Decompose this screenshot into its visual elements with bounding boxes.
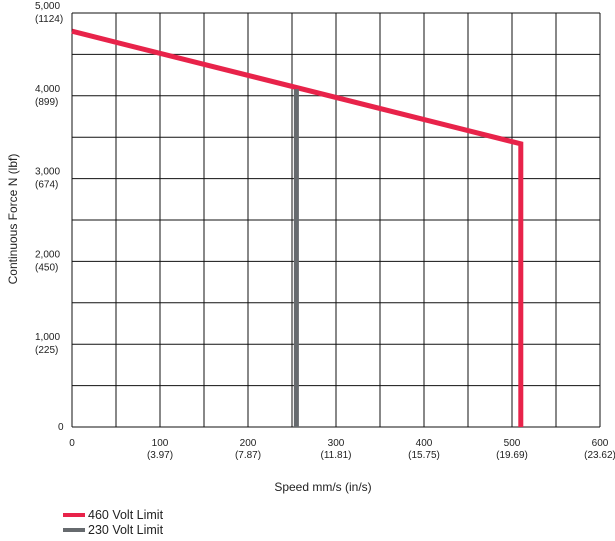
y-tick-label: 0 — [58, 422, 64, 433]
y-tick-label: 1,000 — [35, 332, 60, 343]
x-tick-sublabel: (19.69) — [496, 450, 528, 461]
y-tick-label: 4,000 — [35, 84, 60, 95]
series-line-460v — [71, 28, 524, 427]
x-tick-sublabel: (3.97) — [147, 450, 173, 461]
y-axis-title: Continuous Force N (lbf) — [6, 154, 20, 285]
x-tick-label: 0 — [69, 438, 75, 449]
x-tick-label: 100 — [152, 438, 169, 449]
x-tick-sublabel: (15.75) — [408, 450, 440, 461]
series-lines — [71, 28, 524, 427]
y-tick-label: 5,000 — [35, 1, 60, 12]
legend-label: 460 Volt Limit — [88, 508, 164, 522]
x-tick-sublabel: (11.81) — [321, 450, 352, 461]
x-axis-title: Speed mm/s (in/s) — [274, 480, 371, 494]
y-tick-label: 3,000 — [35, 167, 60, 178]
x-tick-label: 500 — [504, 438, 521, 449]
x-tick-label: 200 — [240, 438, 257, 449]
x-tick-sublabel: (23.62) — [584, 450, 615, 461]
x-tick-labels: 0 100(3.97) 200(7.87) 300(11.81) 400(15.75) 5… — [69, 438, 615, 461]
grid — [71, 12, 601, 428]
y-tick-sublabel: (899) — [35, 97, 58, 108]
x-tick-label: 400 — [416, 438, 433, 449]
y-tick-sublabel: (674) — [35, 180, 58, 191]
x-tick-sublabel: (7.87) — [235, 450, 261, 461]
y-tick-label: 2,000 — [35, 249, 60, 260]
y-tick-sublabel: (450) — [35, 262, 58, 273]
legend-label: 230 Volt Limit — [88, 523, 164, 537]
y-tick-labels: 0 1,000 (225) 2,000 (450) 3,000 (674) 4,000 (899… — [35, 1, 64, 433]
x-tick-label: 600 — [592, 438, 609, 449]
y-tick-sublabel: (1124) — [35, 14, 63, 25]
x-tick-label: 300 — [328, 438, 345, 449]
y-tick-sublabel: (225) — [35, 345, 58, 356]
